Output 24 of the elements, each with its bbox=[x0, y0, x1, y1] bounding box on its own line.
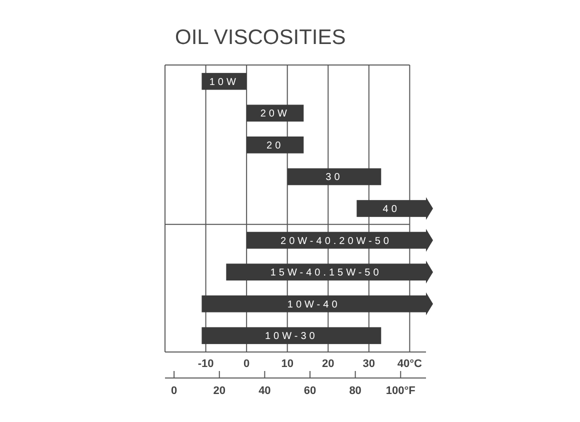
y-tick-label: 20W-40.20W-50 bbox=[280, 236, 392, 247]
y-tick-label: 10W-30 bbox=[265, 331, 318, 342]
chart-title: OIL VISCOSITIES bbox=[175, 26, 346, 49]
x-tick-label: 10 bbox=[281, 358, 294, 370]
bar bbox=[246, 136, 304, 154]
x-tick-label: 30 bbox=[362, 358, 376, 370]
bar bbox=[202, 327, 382, 344]
bar bbox=[287, 168, 382, 186]
y-tick-label: 30 bbox=[326, 172, 343, 184]
y-tick-label: 15W-40.15W-50 bbox=[270, 268, 382, 279]
x2-tick-label: 0 bbox=[171, 385, 178, 397]
x2-tick-label: 100°F bbox=[386, 385, 416, 397]
x-tick-label: 0 bbox=[244, 358, 250, 370]
x2-tick-label: 20 bbox=[213, 385, 226, 397]
x-tick-label: -10 bbox=[198, 358, 214, 370]
x2-tick-label: 60 bbox=[304, 385, 316, 397]
x2-tick-label: 80 bbox=[349, 385, 362, 397]
x-tick-label: 40°C bbox=[397, 358, 422, 370]
bar bbox=[246, 104, 304, 122]
y-tick-label: 20 bbox=[266, 140, 284, 152]
y-tick-label: 20W bbox=[260, 108, 290, 120]
bar bbox=[202, 72, 247, 90]
y-tick-label: 10W-40 bbox=[287, 299, 340, 310]
y-tick-label: 10W bbox=[209, 76, 239, 88]
